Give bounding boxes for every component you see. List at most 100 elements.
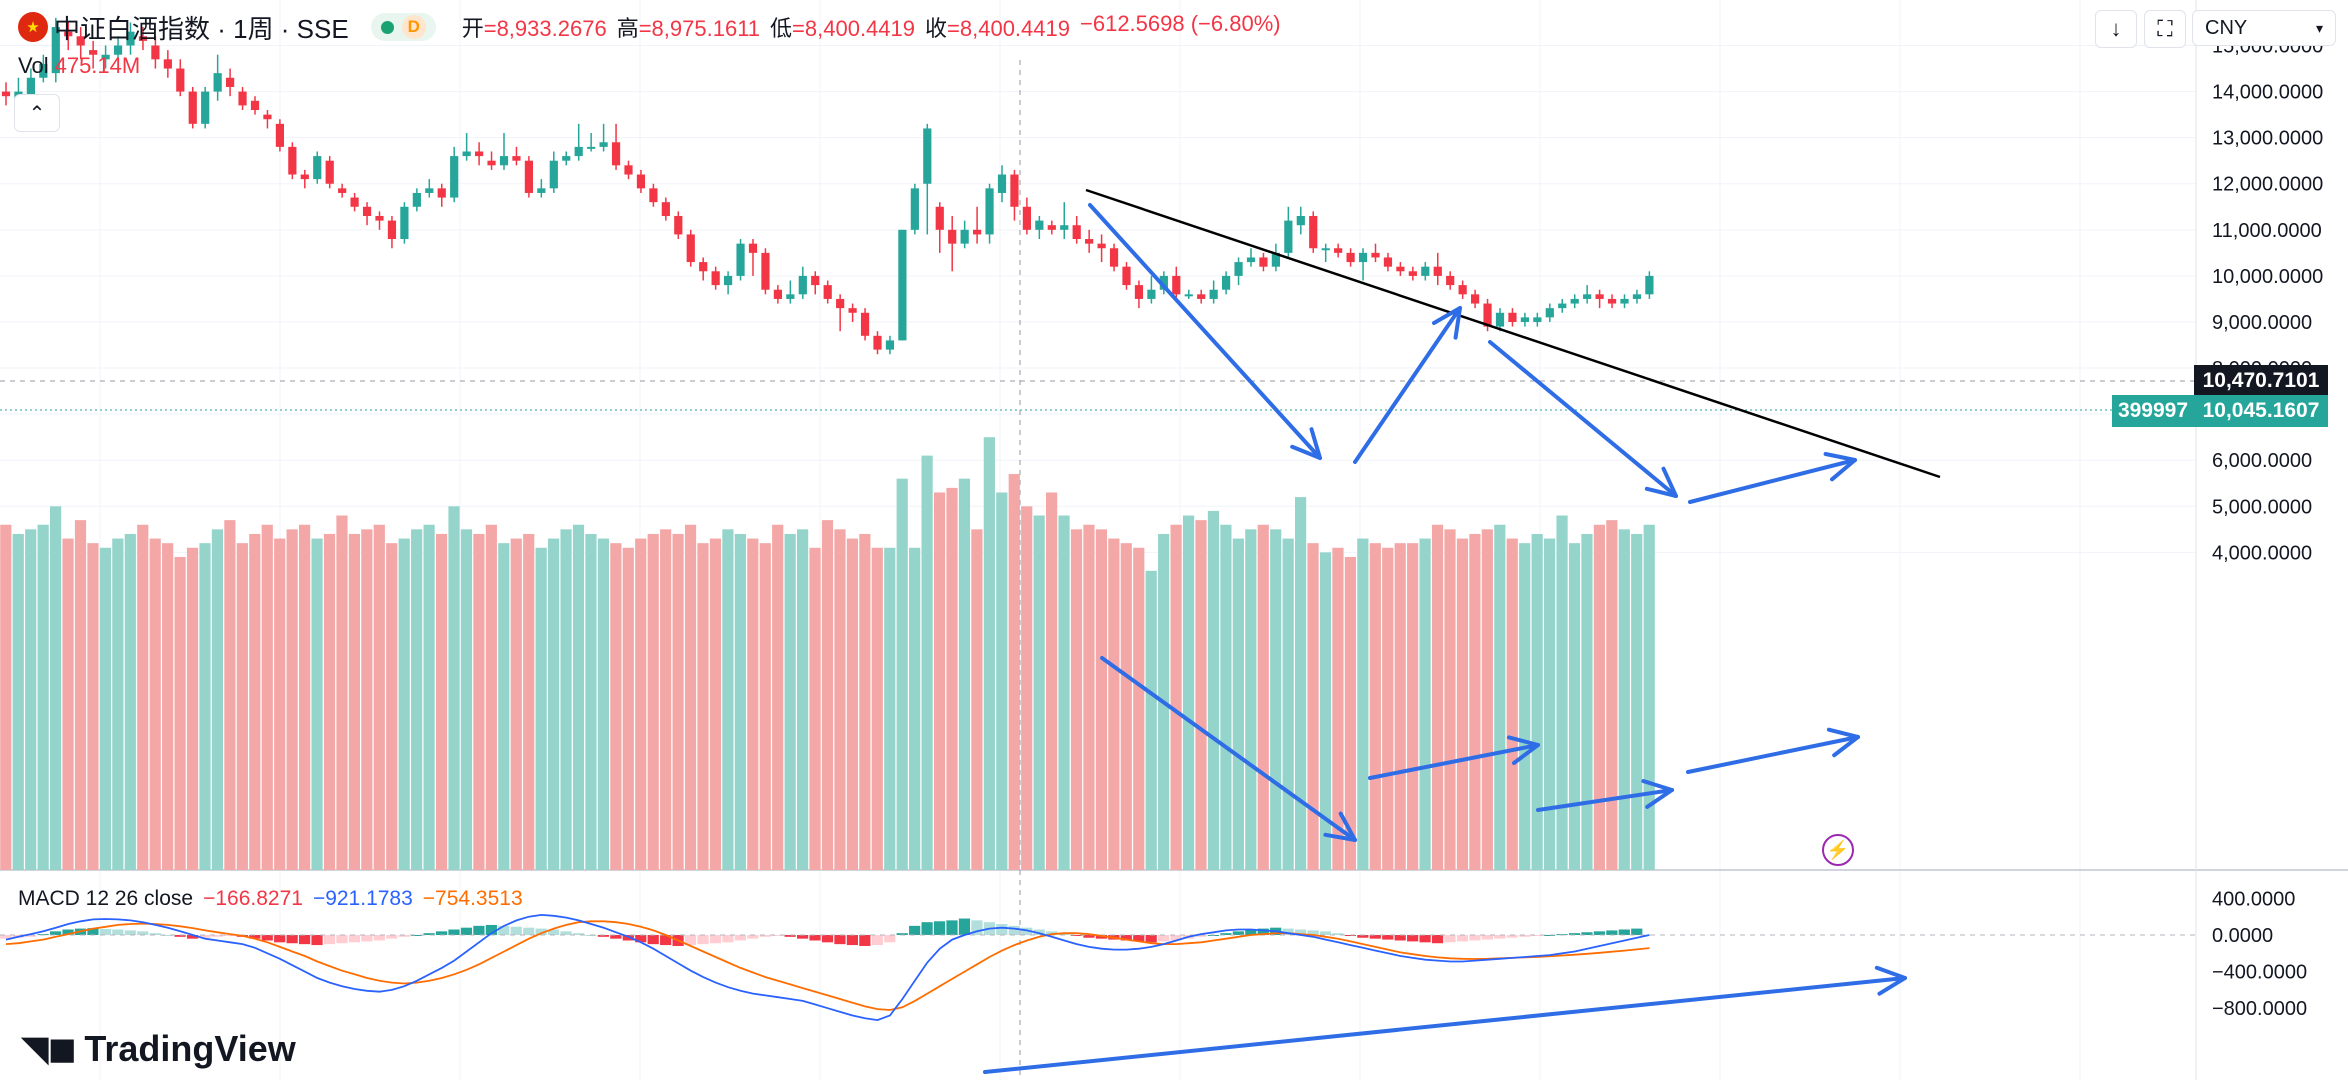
macd-histogram-bar	[821, 935, 834, 943]
macd-histogram-value: −166.8271	[203, 887, 303, 910]
volume-bar	[684, 524, 697, 870]
arrow-volume-up-2-head	[1641, 779, 1674, 809]
macd-histogram-bar	[971, 920, 983, 935]
macd-histogram-bar	[622, 935, 634, 941]
volume-bar	[149, 538, 161, 870]
close-label: 收	[925, 16, 948, 41]
volume-bar	[1120, 543, 1132, 870]
volume-bar	[1021, 506, 1033, 870]
macd-histogram-bar	[224, 935, 236, 936]
download-button[interactable]: ↓	[2095, 10, 2137, 48]
macd-histogram-bar	[1618, 929, 1630, 935]
macd-histogram-bar	[423, 933, 435, 935]
volume-bar	[1544, 538, 1556, 870]
candle-body	[1421, 266, 1430, 276]
macd-histogram-bar	[610, 935, 622, 939]
macd-histogram-bar	[1120, 935, 1132, 941]
candle-body	[51, 27, 60, 74]
candle-body	[1620, 298, 1629, 304]
macd-histogram-bar	[398, 935, 410, 937]
volume-bar	[548, 538, 560, 870]
volume-bar	[249, 533, 261, 870]
volume-bar	[1382, 547, 1394, 870]
macd-histogram-bar	[112, 929, 124, 935]
candle-body	[1371, 252, 1380, 258]
candle-body	[798, 275, 807, 295]
macd-histogram-bar	[386, 935, 398, 939]
volume-bar	[734, 533, 746, 870]
volume-bar	[236, 543, 248, 870]
macd-histogram-bar	[859, 935, 871, 946]
volume-bar	[1046, 492, 1058, 870]
currency-select[interactable]: CNY ▾	[2192, 10, 2336, 46]
candle-body	[238, 91, 247, 106]
macd-histogram-bar	[647, 935, 659, 945]
candle-body	[1010, 174, 1019, 207]
macd-histogram-bar	[1419, 935, 1431, 943]
macd-histogram-bar	[162, 935, 174, 936]
candle-body	[362, 206, 372, 216]
volume-bar	[1407, 543, 1419, 870]
macd-histogram-bar	[1008, 925, 1020, 935]
macd-histogram-bar	[523, 927, 535, 935]
price-axis[interactable]: 15,000.000014,000.000013,000.000012,000.…	[2212, 36, 2323, 1021]
candle-body	[275, 123, 284, 147]
macd-histogram-bar	[834, 935, 846, 945]
volume-bar	[12, 533, 24, 870]
candle-body	[512, 156, 521, 161]
download-icon: ↓	[2110, 16, 2122, 41]
low-value: =8,400.4419	[792, 16, 916, 41]
volume-legend: Vol 475.14M	[18, 53, 140, 79]
macd-histogram-bar	[1394, 935, 1406, 941]
arrow-volume-up-1-head	[1506, 735, 1540, 766]
candle-body	[1122, 266, 1131, 286]
macd-histogram-bar	[1133, 935, 1145, 942]
volume-bar	[1431, 524, 1444, 870]
macd-histogram-bar	[299, 935, 311, 945]
volume-bar	[99, 547, 111, 870]
drawing-annotations[interactable]	[983, 188, 1941, 1074]
macd-label: MACD 12 26 close	[18, 887, 194, 910]
collapse-legend-button[interactable]: ⌃	[14, 94, 60, 132]
volume-bar	[199, 543, 211, 870]
macd-histogram-bar	[25, 935, 37, 937]
volume-bar	[1270, 529, 1282, 870]
macd-histogram-bar	[348, 935, 360, 943]
macd-histogram-bar	[1257, 928, 1269, 935]
arrow-price-down-2-head	[1644, 466, 1678, 498]
candle-body	[1545, 308, 1554, 318]
chevron-down-icon: ▾	[2315, 19, 2323, 36]
macd-histogram-bar	[286, 935, 298, 944]
macd-histogram-bar	[1282, 928, 1294, 935]
fullscreen-button[interactable]: ⛶	[2144, 10, 2186, 48]
volume-bar	[1195, 520, 1207, 870]
candle-body	[624, 165, 633, 175]
arrow-volume-up-1	[1368, 743, 1540, 780]
macd-histogram-bar	[50, 931, 62, 935]
symbol-title[interactable]: 中证白酒指数 · 1周 · SSE	[54, 13, 349, 44]
tradingview-mark-icon: ◥◼	[22, 1030, 77, 1068]
volume-bar	[1245, 529, 1257, 870]
high-value: =8,975.1611	[638, 16, 761, 41]
candle-body	[860, 312, 870, 336]
price-axis-label: 12,000.0000	[2212, 174, 2323, 196]
descending-trendline	[1085, 188, 1941, 479]
market-status[interactable]: D	[370, 13, 436, 41]
candle-body	[599, 142, 608, 147]
volume-bar	[336, 515, 348, 870]
volume-bar	[610, 543, 622, 870]
lightning-icon[interactable]: ⚡	[1822, 834, 1854, 866]
macd-histogram-bar	[1307, 930, 1319, 935]
volume-bar	[1631, 533, 1643, 870]
candle-body	[487, 160, 496, 166]
macd-histogram-bar	[1083, 935, 1095, 938]
macd-histogram-bar	[809, 935, 821, 941]
candle-body	[1209, 289, 1218, 299]
arrow-volume-up-3	[1686, 735, 1860, 774]
volume-bar	[435, 533, 448, 870]
candle-body	[1321, 248, 1330, 251]
candle-body	[973, 229, 982, 235]
volume-bar	[871, 547, 883, 870]
volume-bar	[423, 524, 435, 870]
